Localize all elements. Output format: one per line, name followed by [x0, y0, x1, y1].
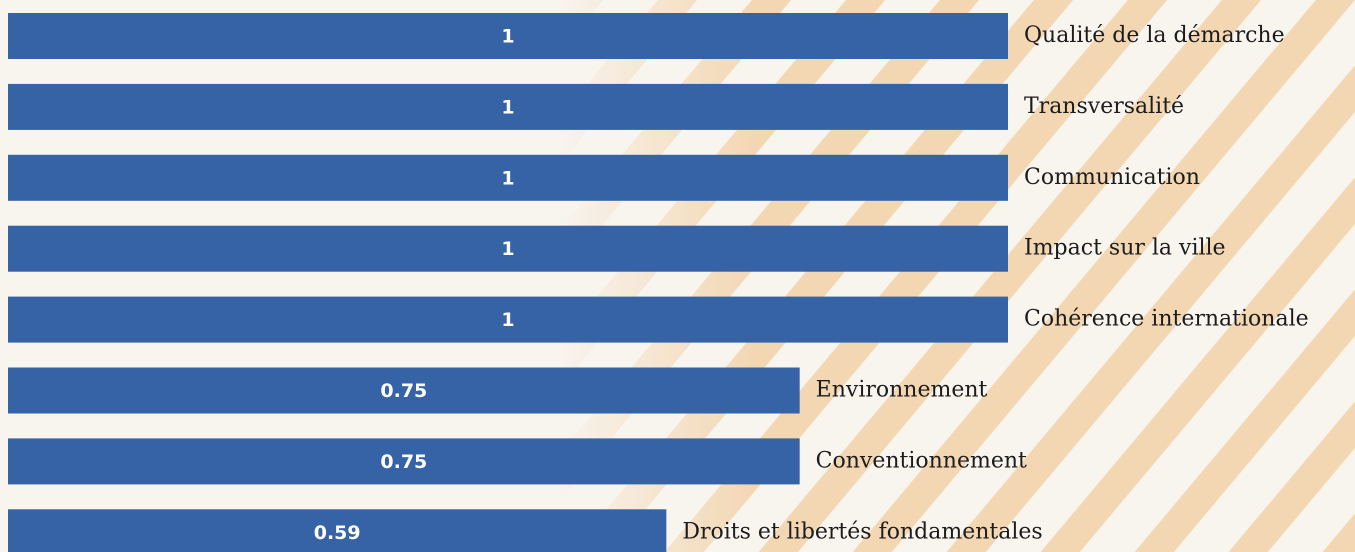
category-label: Transversalité — [1024, 94, 1184, 119]
bar — [8, 509, 667, 552]
value-label: 0.75 — [380, 380, 427, 402]
value-label: 0.75 — [380, 451, 427, 473]
value-label: 1 — [501, 309, 514, 331]
bar — [8, 296, 1008, 343]
value-label: 1 — [501, 167, 514, 189]
category-label: Cohérence internationale — [1024, 307, 1309, 332]
category-label: Communication — [1024, 165, 1200, 190]
category-label: Droits et libertés fondamentales — [682, 519, 1042, 544]
category-label: Impact sur la ville — [1024, 236, 1226, 261]
bar — [8, 225, 1008, 272]
category-label: Environnement — [816, 378, 988, 403]
category-label: Qualité de la démarche — [1024, 23, 1285, 48]
bar — [8, 154, 1008, 201]
bar — [8, 83, 1008, 130]
value-label: 1 — [501, 26, 514, 48]
category-label: Conventionnement — [816, 448, 1027, 473]
bar — [8, 438, 800, 485]
value-label: 1 — [501, 238, 514, 260]
bar — [8, 13, 1008, 59]
value-label: 1 — [501, 96, 514, 118]
value-label: 0.59 — [314, 522, 361, 544]
bar — [8, 367, 800, 414]
